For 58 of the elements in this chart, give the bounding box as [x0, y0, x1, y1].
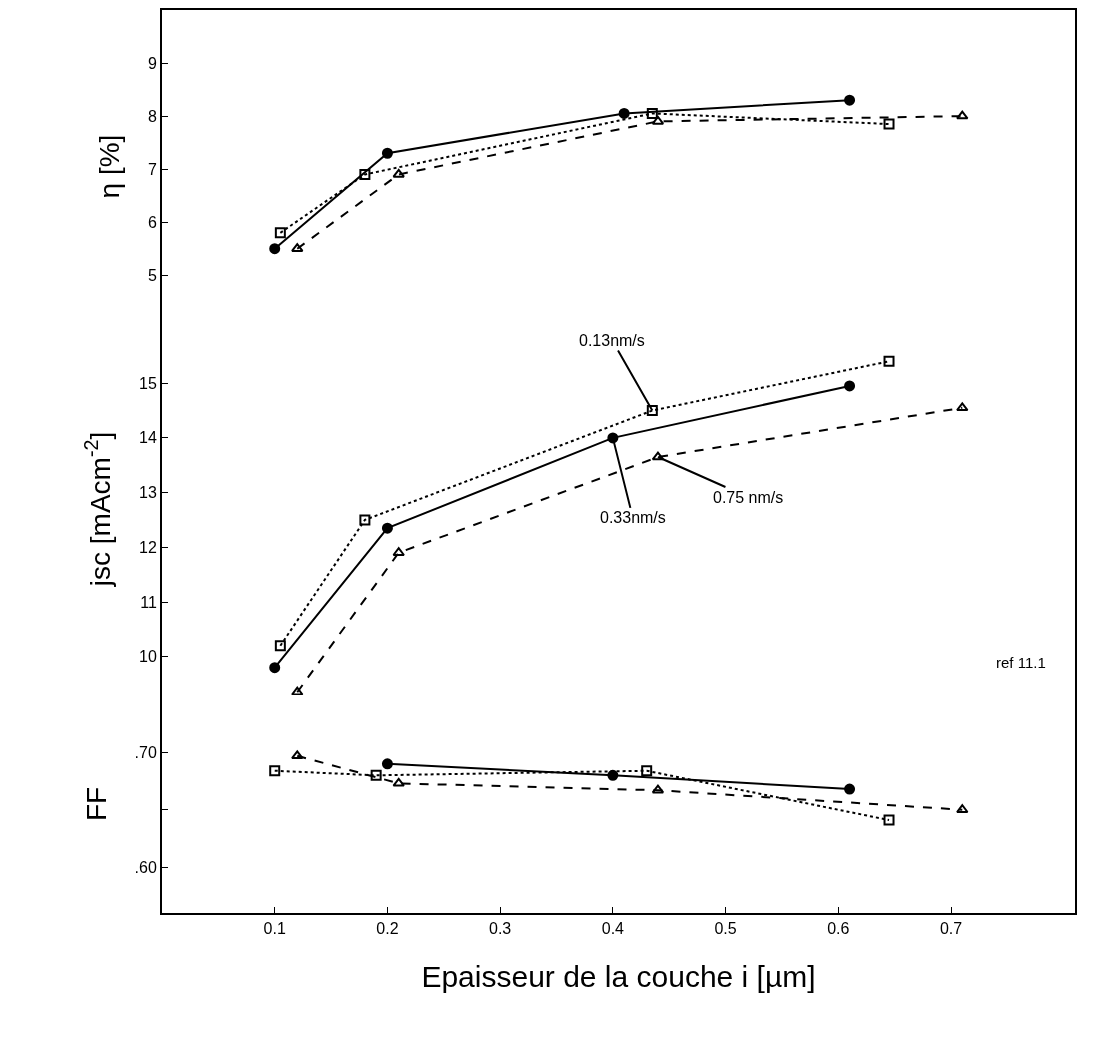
point [651, 451, 665, 461]
point [392, 777, 405, 787]
point [883, 814, 895, 826]
annotation: ref 11.1 [996, 654, 1046, 671]
point [618, 107, 630, 119]
x-tick-label: 0.2 [376, 920, 399, 938]
point [274, 227, 286, 239]
y-tick-label: 9 [147, 54, 157, 72]
point [651, 115, 665, 125]
text: 0.33nm/s [600, 509, 666, 526]
point [269, 662, 281, 674]
point [651, 784, 665, 794]
point [883, 118, 895, 130]
y-tick-label: .70 [134, 743, 157, 761]
point [381, 758, 393, 770]
y-tick-label: 11 [140, 593, 157, 611]
x-tick-label: 0.4 [601, 920, 625, 938]
x-tick-label: 0.7 [939, 920, 963, 938]
y-tick-label: 14 [139, 429, 157, 447]
text: 0.75 nm/s [713, 489, 784, 506]
point [381, 522, 393, 534]
y-axis-title: η [%] [94, 134, 126, 199]
point [956, 110, 969, 120]
point [607, 769, 619, 781]
point [646, 405, 658, 417]
x-tick-label: 0.6 [827, 920, 850, 938]
y-axis-title: FF [80, 786, 112, 822]
point [291, 750, 304, 760]
point [844, 94, 856, 106]
point [359, 168, 371, 180]
point [956, 402, 969, 412]
y-tick-label: 6 [147, 213, 157, 231]
y-tick-label: 5 [147, 266, 157, 284]
x-tick-label: 0.5 [714, 920, 737, 938]
text: 0.13nm/s [579, 332, 645, 349]
point [844, 380, 856, 392]
x-axis-title: Epaisseur de la couche i [µm] [421, 960, 816, 994]
point [392, 547, 405, 557]
y-tick-label: .60 [134, 858, 157, 876]
point [381, 147, 393, 159]
y-tick-label: 13 [139, 484, 157, 502]
x-tick-label: 0.3 [489, 920, 512, 938]
point [646, 107, 658, 119]
y-tick-label: 7 [147, 160, 157, 178]
point [370, 769, 382, 781]
y-tick-label: 10 [139, 648, 157, 666]
x-tick-label: 0.1 [263, 920, 286, 938]
point [274, 640, 286, 652]
point [269, 765, 281, 777]
point [641, 765, 653, 777]
y-tick-label: 12 [139, 538, 157, 556]
y-tick-label: 8 [147, 107, 157, 125]
point [883, 355, 895, 367]
point [359, 514, 371, 526]
point [844, 783, 856, 795]
point [269, 243, 281, 255]
point [392, 168, 405, 178]
y-tick-label: 15 [139, 374, 157, 392]
